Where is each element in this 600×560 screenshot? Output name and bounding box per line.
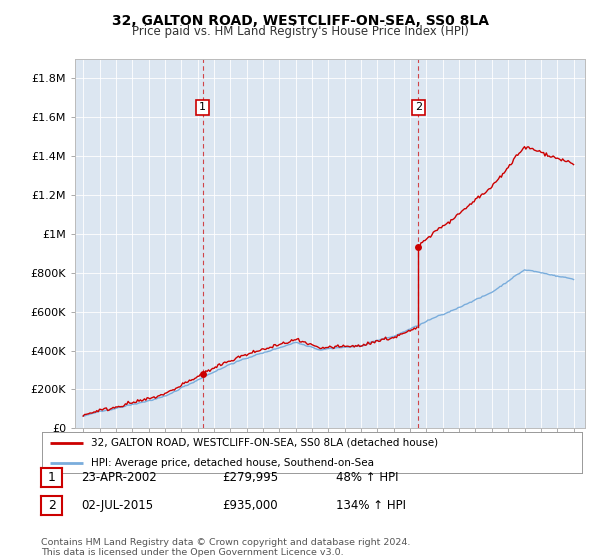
Text: 2: 2: [415, 102, 422, 113]
Text: Contains HM Land Registry data © Crown copyright and database right 2024.
This d: Contains HM Land Registry data © Crown c…: [41, 538, 410, 557]
Text: 02-JUL-2015: 02-JUL-2015: [81, 499, 153, 512]
Text: 32, GALTON ROAD, WESTCLIFF-ON-SEA, SS0 8LA (detached house): 32, GALTON ROAD, WESTCLIFF-ON-SEA, SS0 8…: [91, 437, 438, 447]
Text: 23-APR-2002: 23-APR-2002: [81, 470, 157, 484]
Text: £279,995: £279,995: [222, 470, 278, 484]
Text: 134% ↑ HPI: 134% ↑ HPI: [336, 499, 406, 512]
Text: Price paid vs. HM Land Registry's House Price Index (HPI): Price paid vs. HM Land Registry's House …: [131, 25, 469, 38]
Text: 32, GALTON ROAD, WESTCLIFF-ON-SEA, SS0 8LA: 32, GALTON ROAD, WESTCLIFF-ON-SEA, SS0 8…: [112, 14, 488, 28]
Text: 2: 2: [47, 499, 56, 512]
Text: £935,000: £935,000: [222, 499, 278, 512]
Text: 48% ↑ HPI: 48% ↑ HPI: [336, 470, 398, 484]
Text: HPI: Average price, detached house, Southend-on-Sea: HPI: Average price, detached house, Sout…: [91, 458, 374, 468]
Text: 1: 1: [47, 470, 56, 484]
Text: 1: 1: [199, 102, 206, 113]
